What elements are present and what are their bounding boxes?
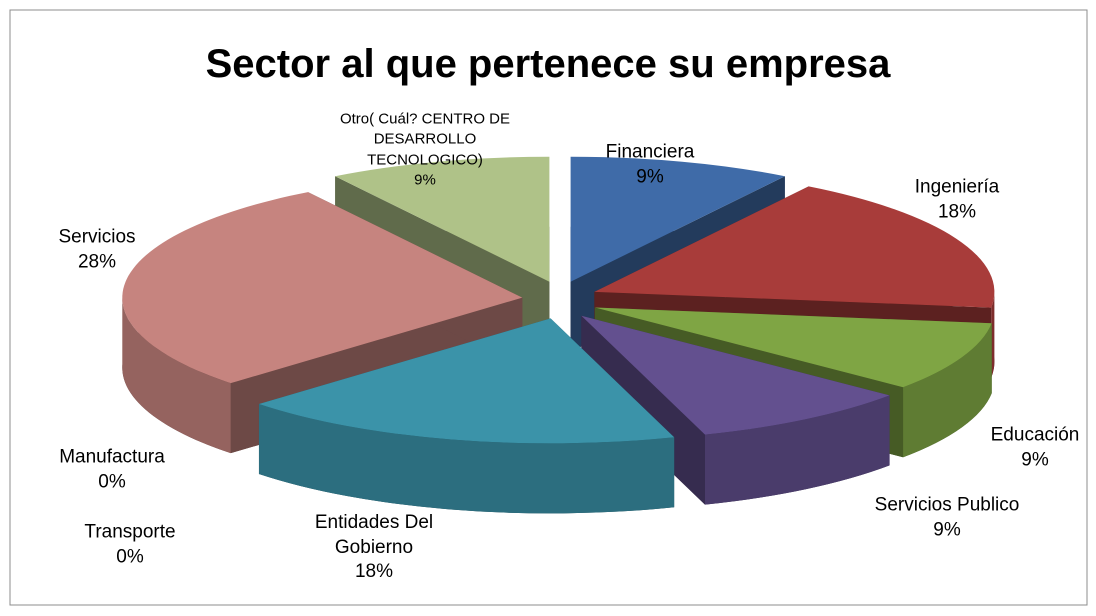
data-label: Transporte 0% [84,520,175,569]
slice-wall [903,323,992,458]
value-label: 0% [116,546,144,567]
slice [594,307,992,388]
slice-wall [258,403,675,514]
chart-title: Sector al que pertenece su empresa [205,42,891,86]
category-label: Servicios Publico [874,494,1020,516]
data-label: Ingeniería 18% [915,175,1000,224]
value-label: 28% [77,251,117,272]
category-label: Financiera [605,141,695,163]
slice [581,315,890,435]
category-label: Transporte [84,521,176,543]
value-label: 9% [933,519,961,540]
slice [335,156,550,282]
category-label: Servicios [58,226,136,248]
data-label: Entidades Del Gobierno 18% [294,511,454,585]
data-label: Otro( Cuál? CENTRO DE DESARROLLO TECNOLO… [325,110,525,191]
value-label: 9% [1021,449,1049,470]
data-label: Servicios 28% [58,225,135,274]
category-label: Entidades Del Gobierno [314,511,434,558]
slice [594,186,995,308]
data-label: Educación 9% [991,423,1080,472]
value-label: 0% [98,471,126,492]
category-label: Otro( Cuál? CENTRO DE DESARROLLO TECNOLO… [339,110,511,169]
category-label: Manufactura [59,446,165,468]
value-label: 18% [937,201,977,222]
value-label: 18% [354,561,394,583]
data-label: Manufactura 0% [59,445,165,494]
slice [570,156,785,282]
data-label: Servicios Publico 9% [875,493,1020,542]
slice-wall [991,291,995,378]
slice-wall [122,297,231,454]
category-label: Ingeniería [914,176,1000,198]
slice-wall [704,395,890,505]
category-label: Educación [990,424,1080,446]
value-label: 9% [414,171,436,189]
value-label: 9% [636,166,664,187]
slice [258,318,675,444]
slice [122,192,523,384]
data-label: Financiera 9% [606,140,695,189]
